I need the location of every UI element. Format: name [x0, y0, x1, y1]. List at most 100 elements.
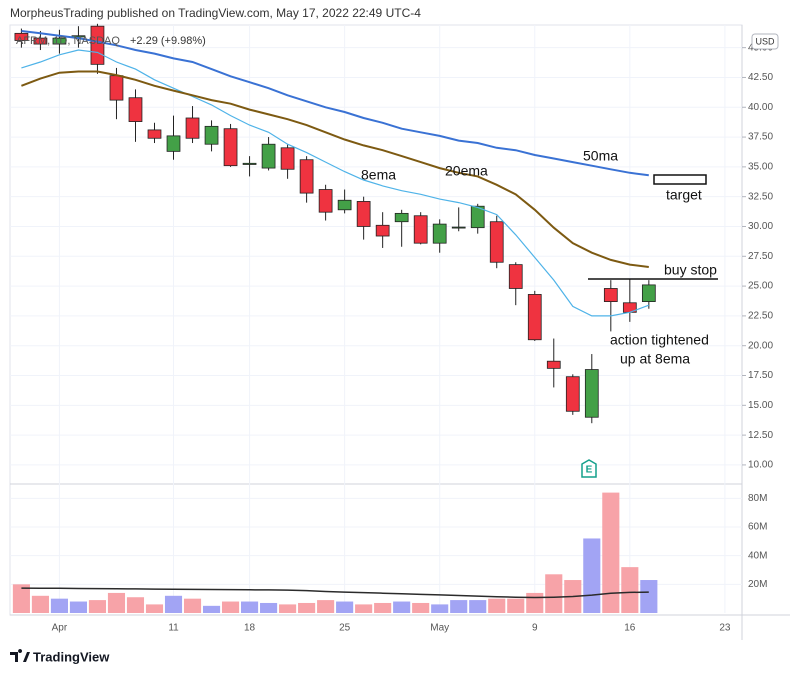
volume-bar: [260, 602, 278, 613]
candle-body: [223, 128, 238, 167]
y-tick-label: 37.50: [748, 132, 773, 143]
volume-bar: [107, 592, 126, 613]
volume-bar: [31, 595, 49, 613]
currency-label[interactable]: USD: [755, 36, 775, 46]
volume-bar: [279, 604, 297, 613]
target-box: [653, 174, 707, 185]
candle-body: [603, 288, 618, 302]
y-tick-label: 22.50: [748, 311, 773, 322]
currency-badge[interactable]: [751, 33, 779, 50]
x-tick-label: 9: [532, 623, 538, 634]
volume-bar: [507, 598, 525, 613]
y-tick-label: 15.00: [748, 400, 773, 411]
volume-bar: [298, 602, 316, 613]
volume-bar: [241, 601, 259, 613]
volume-bar: [602, 492, 620, 613]
candle-body: [52, 37, 67, 45]
candle-body: [318, 189, 333, 213]
logo-mark: [10, 649, 30, 662]
candle-body: [242, 162, 257, 165]
candle-body: [356, 201, 371, 227]
candle-body: [337, 199, 352, 211]
candle-body: [413, 215, 428, 244]
candle-body: [508, 264, 523, 289]
candle-body: [33, 37, 48, 45]
volume-bar: [50, 598, 68, 613]
x-tick-label: 11: [168, 623, 179, 634]
candle-body: [166, 135, 181, 152]
volume-bar: [12, 584, 30, 613]
annotation: 8ema: [361, 167, 396, 183]
annotation: target: [666, 187, 702, 203]
volume-bar: [374, 602, 392, 613]
moving-average-line: [21, 49, 650, 317]
volume-ma-line: [21, 587, 649, 599]
candle-body: [185, 117, 200, 139]
y-tick-label: 25.00: [748, 281, 773, 292]
x-tick-label: 23: [719, 623, 731, 634]
legend-change: +2.29 (+9.98%): [130, 35, 206, 47]
candle-body: [204, 125, 219, 145]
moving-average-line: [21, 70, 649, 268]
volume-tick-label: 80M: [748, 493, 767, 504]
volume-bar: [545, 574, 563, 613]
annotation: 50ma: [583, 148, 618, 164]
y-tick-label: 40.00: [748, 102, 773, 113]
volume-bar: [469, 600, 487, 613]
y-tick-label: 30.00: [748, 221, 773, 232]
volume-bar: [145, 604, 164, 613]
logo: [10, 649, 30, 662]
y-tick-label: 35.00: [748, 162, 773, 173]
volume-bar: [164, 595, 183, 613]
volume-bar: [336, 601, 354, 613]
earnings-badge[interactable]: [581, 459, 597, 478]
earnings-label[interactable]: E: [586, 465, 593, 476]
volume-bar: [583, 538, 601, 613]
annotation: 20ema: [445, 163, 488, 179]
volume-bar: [88, 600, 107, 613]
candle-body: [489, 221, 504, 263]
volume-bar: [69, 601, 88, 613]
candle-body: [470, 205, 485, 229]
candle-body: [394, 212, 409, 223]
annotation: buy stop: [664, 262, 717, 278]
volume-bar: [526, 592, 544, 613]
volume-bar: [621, 567, 639, 613]
candle-body: [546, 360, 561, 369]
candle-body: [584, 369, 599, 418]
candle-body: [451, 226, 466, 229]
volume-bar: [221, 601, 240, 613]
x-tick-label: May: [430, 623, 449, 634]
volume-bar: [393, 601, 411, 613]
x-tick-label: Apr: [52, 623, 68, 634]
candle-body: [299, 159, 314, 194]
y-tick-label: 17.50: [748, 370, 773, 381]
legend-symbol: AFRM, 1D, NASDAQ: [16, 35, 120, 47]
volume-bar: [317, 600, 335, 613]
volume-tick-label: 40M: [748, 550, 767, 561]
y-tick-label: 20.00: [748, 340, 773, 351]
volume-bar: [431, 604, 449, 613]
volume-tick-label: 20M: [748, 579, 767, 590]
candle-body: [128, 97, 143, 122]
volume-tick-label: 60M: [748, 522, 767, 533]
volume-bar: [202, 605, 221, 613]
y-tick-label: 10.00: [748, 460, 773, 471]
candle-body: [90, 25, 105, 65]
candle-body: [565, 376, 580, 412]
candle-body: [14, 32, 29, 41]
annotation: action tightened: [610, 332, 709, 348]
candle-body: [432, 223, 447, 244]
candle-body: [641, 284, 656, 302]
candle-body: [261, 143, 276, 169]
moving-average-line: [21, 30, 649, 177]
candle-body: [147, 129, 162, 139]
candle-body: [280, 147, 295, 170]
volume-bar: [412, 602, 430, 613]
candle-body: [527, 294, 542, 341]
x-tick-label: 16: [624, 623, 636, 634]
candle-body: [109, 75, 124, 101]
annotation: up at 8ema: [620, 351, 690, 367]
x-tick-label: 18: [244, 623, 256, 634]
